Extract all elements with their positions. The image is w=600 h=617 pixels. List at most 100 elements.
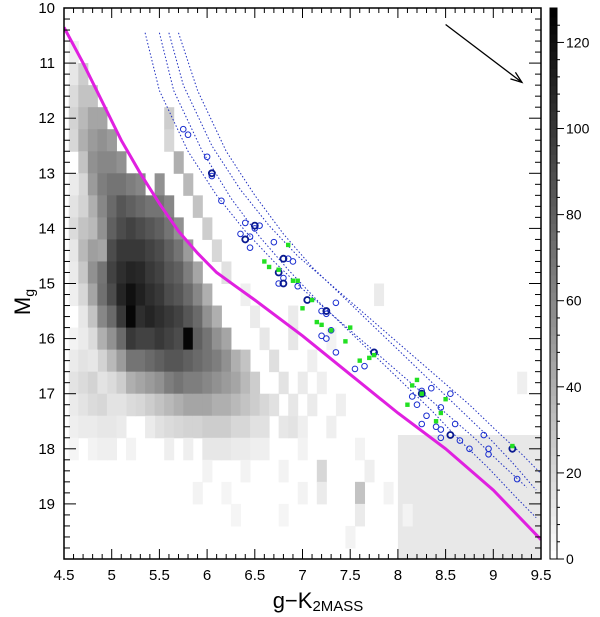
- density-cell: [202, 217, 213, 240]
- density-cell: [164, 239, 175, 262]
- open-circle-point: [284, 255, 292, 263]
- density-cell: [259, 437, 270, 461]
- density-cell: [250, 305, 261, 329]
- colorbar-segment: [550, 550, 557, 560]
- density-cell: [354, 503, 366, 527]
- y-tick-label: 11: [39, 55, 55, 72]
- green-square-point: [343, 339, 348, 344]
- colorbar-segment: [550, 240, 557, 250]
- density-cell: [87, 415, 98, 439]
- reddening-arrow-head: [510, 71, 524, 84]
- colorbar-segment: [550, 412, 557, 422]
- density-cell: [164, 305, 175, 329]
- density-cell: [154, 261, 165, 284]
- density-cell: [316, 371, 327, 395]
- density-cell: [164, 437, 175, 461]
- open-circle-point: [275, 280, 282, 287]
- density-cell: [87, 151, 98, 174]
- density-cell: [173, 415, 184, 439]
- colorbar-segment: [550, 249, 557, 259]
- density-cell: [145, 349, 156, 373]
- bold-circle-point: [207, 169, 216, 178]
- density-cell: [78, 371, 89, 395]
- density-cell: [126, 217, 137, 240]
- density-cell: [288, 393, 299, 417]
- colorbar-segment: [550, 188, 557, 199]
- colorbar-segment: [550, 490, 557, 500]
- density-cell: [278, 415, 289, 439]
- colorbar-tick-label: 120: [566, 34, 590, 50]
- density-cell: [135, 283, 146, 307]
- colorbar-segment: [550, 369, 557, 379]
- colorbar-segment: [550, 378, 557, 388]
- open-circle-point: [327, 327, 335, 334]
- density-cell: [192, 371, 203, 395]
- colorbar-segment: [550, 481, 557, 491]
- density-cell: [68, 63, 79, 86]
- colorbar-tick-label: 0: [566, 551, 574, 567]
- open-circle-point: [437, 426, 445, 433]
- colorbar-segment: [550, 42, 557, 52]
- density-cell: [145, 415, 156, 439]
- density-cell: [192, 349, 203, 373]
- bold-circle-point: [279, 254, 288, 263]
- colorbar-segment: [550, 51, 557, 61]
- density-cell: [106, 173, 117, 196]
- colorbar-tick-label: 20: [566, 465, 582, 481]
- y-tick-label: 18: [38, 441, 55, 458]
- density-cell: [154, 327, 165, 351]
- open-circle-point: [289, 258, 297, 265]
- colorbar-segment: [550, 429, 557, 440]
- density-cell: [78, 85, 89, 108]
- density-cell: [307, 349, 318, 373]
- colorbar-segment: [550, 292, 557, 302]
- colorbar-segment: [550, 498, 557, 508]
- density-cell: [116, 151, 127, 174]
- green-square-point: [438, 410, 444, 416]
- density-cell: [78, 151, 89, 174]
- density-cell: [154, 393, 165, 417]
- density-cell: [126, 393, 137, 417]
- colorbar-tick-label: 60: [566, 293, 582, 309]
- density-cell: [202, 371, 213, 395]
- open-circle-point: [208, 172, 216, 180]
- density-cell: [97, 393, 108, 417]
- density-cell: [183, 173, 194, 196]
- x-tick-label: 5.5: [149, 567, 170, 584]
- density-cell: [211, 349, 222, 373]
- colorbar-segment: [550, 335, 557, 345]
- colorbar-tick-label: 100: [566, 121, 590, 137]
- colorbar-tick-label: 80: [566, 207, 582, 223]
- density-cell: [230, 393, 241, 417]
- density-cell: [87, 393, 98, 417]
- colorbar-segment: [550, 137, 557, 147]
- density-cell: [354, 481, 366, 505]
- density-cell: [116, 239, 127, 262]
- density-cell: [173, 283, 184, 307]
- colorbar-segment: [550, 309, 557, 319]
- density-cell: [68, 85, 79, 108]
- open-circle-point: [332, 349, 340, 356]
- density-cell: [297, 371, 308, 395]
- density-cell: [145, 261, 156, 284]
- green-square-point: [419, 391, 424, 396]
- density-cell: [87, 195, 98, 218]
- density-cell: [154, 173, 165, 196]
- density-cell: [126, 349, 137, 373]
- colorbar-segment: [550, 8, 557, 18]
- density-cell: [135, 217, 146, 240]
- colorbar-segment: [550, 171, 557, 181]
- green-square-point: [357, 358, 362, 363]
- density-cell: [106, 151, 117, 174]
- dotted-isochrone: [158, 32, 537, 519]
- density-cell: [211, 239, 222, 262]
- density-cell: [164, 195, 175, 218]
- density-cell: [164, 261, 175, 284]
- density-cell: [154, 217, 165, 240]
- density-cell: [106, 371, 117, 395]
- density-cell: [192, 283, 203, 307]
- colorbar-segment: [550, 300, 557, 310]
- colorbar-tick-label: 40: [566, 379, 582, 395]
- colorbar-segment: [550, 283, 557, 293]
- density-cell: [192, 481, 203, 505]
